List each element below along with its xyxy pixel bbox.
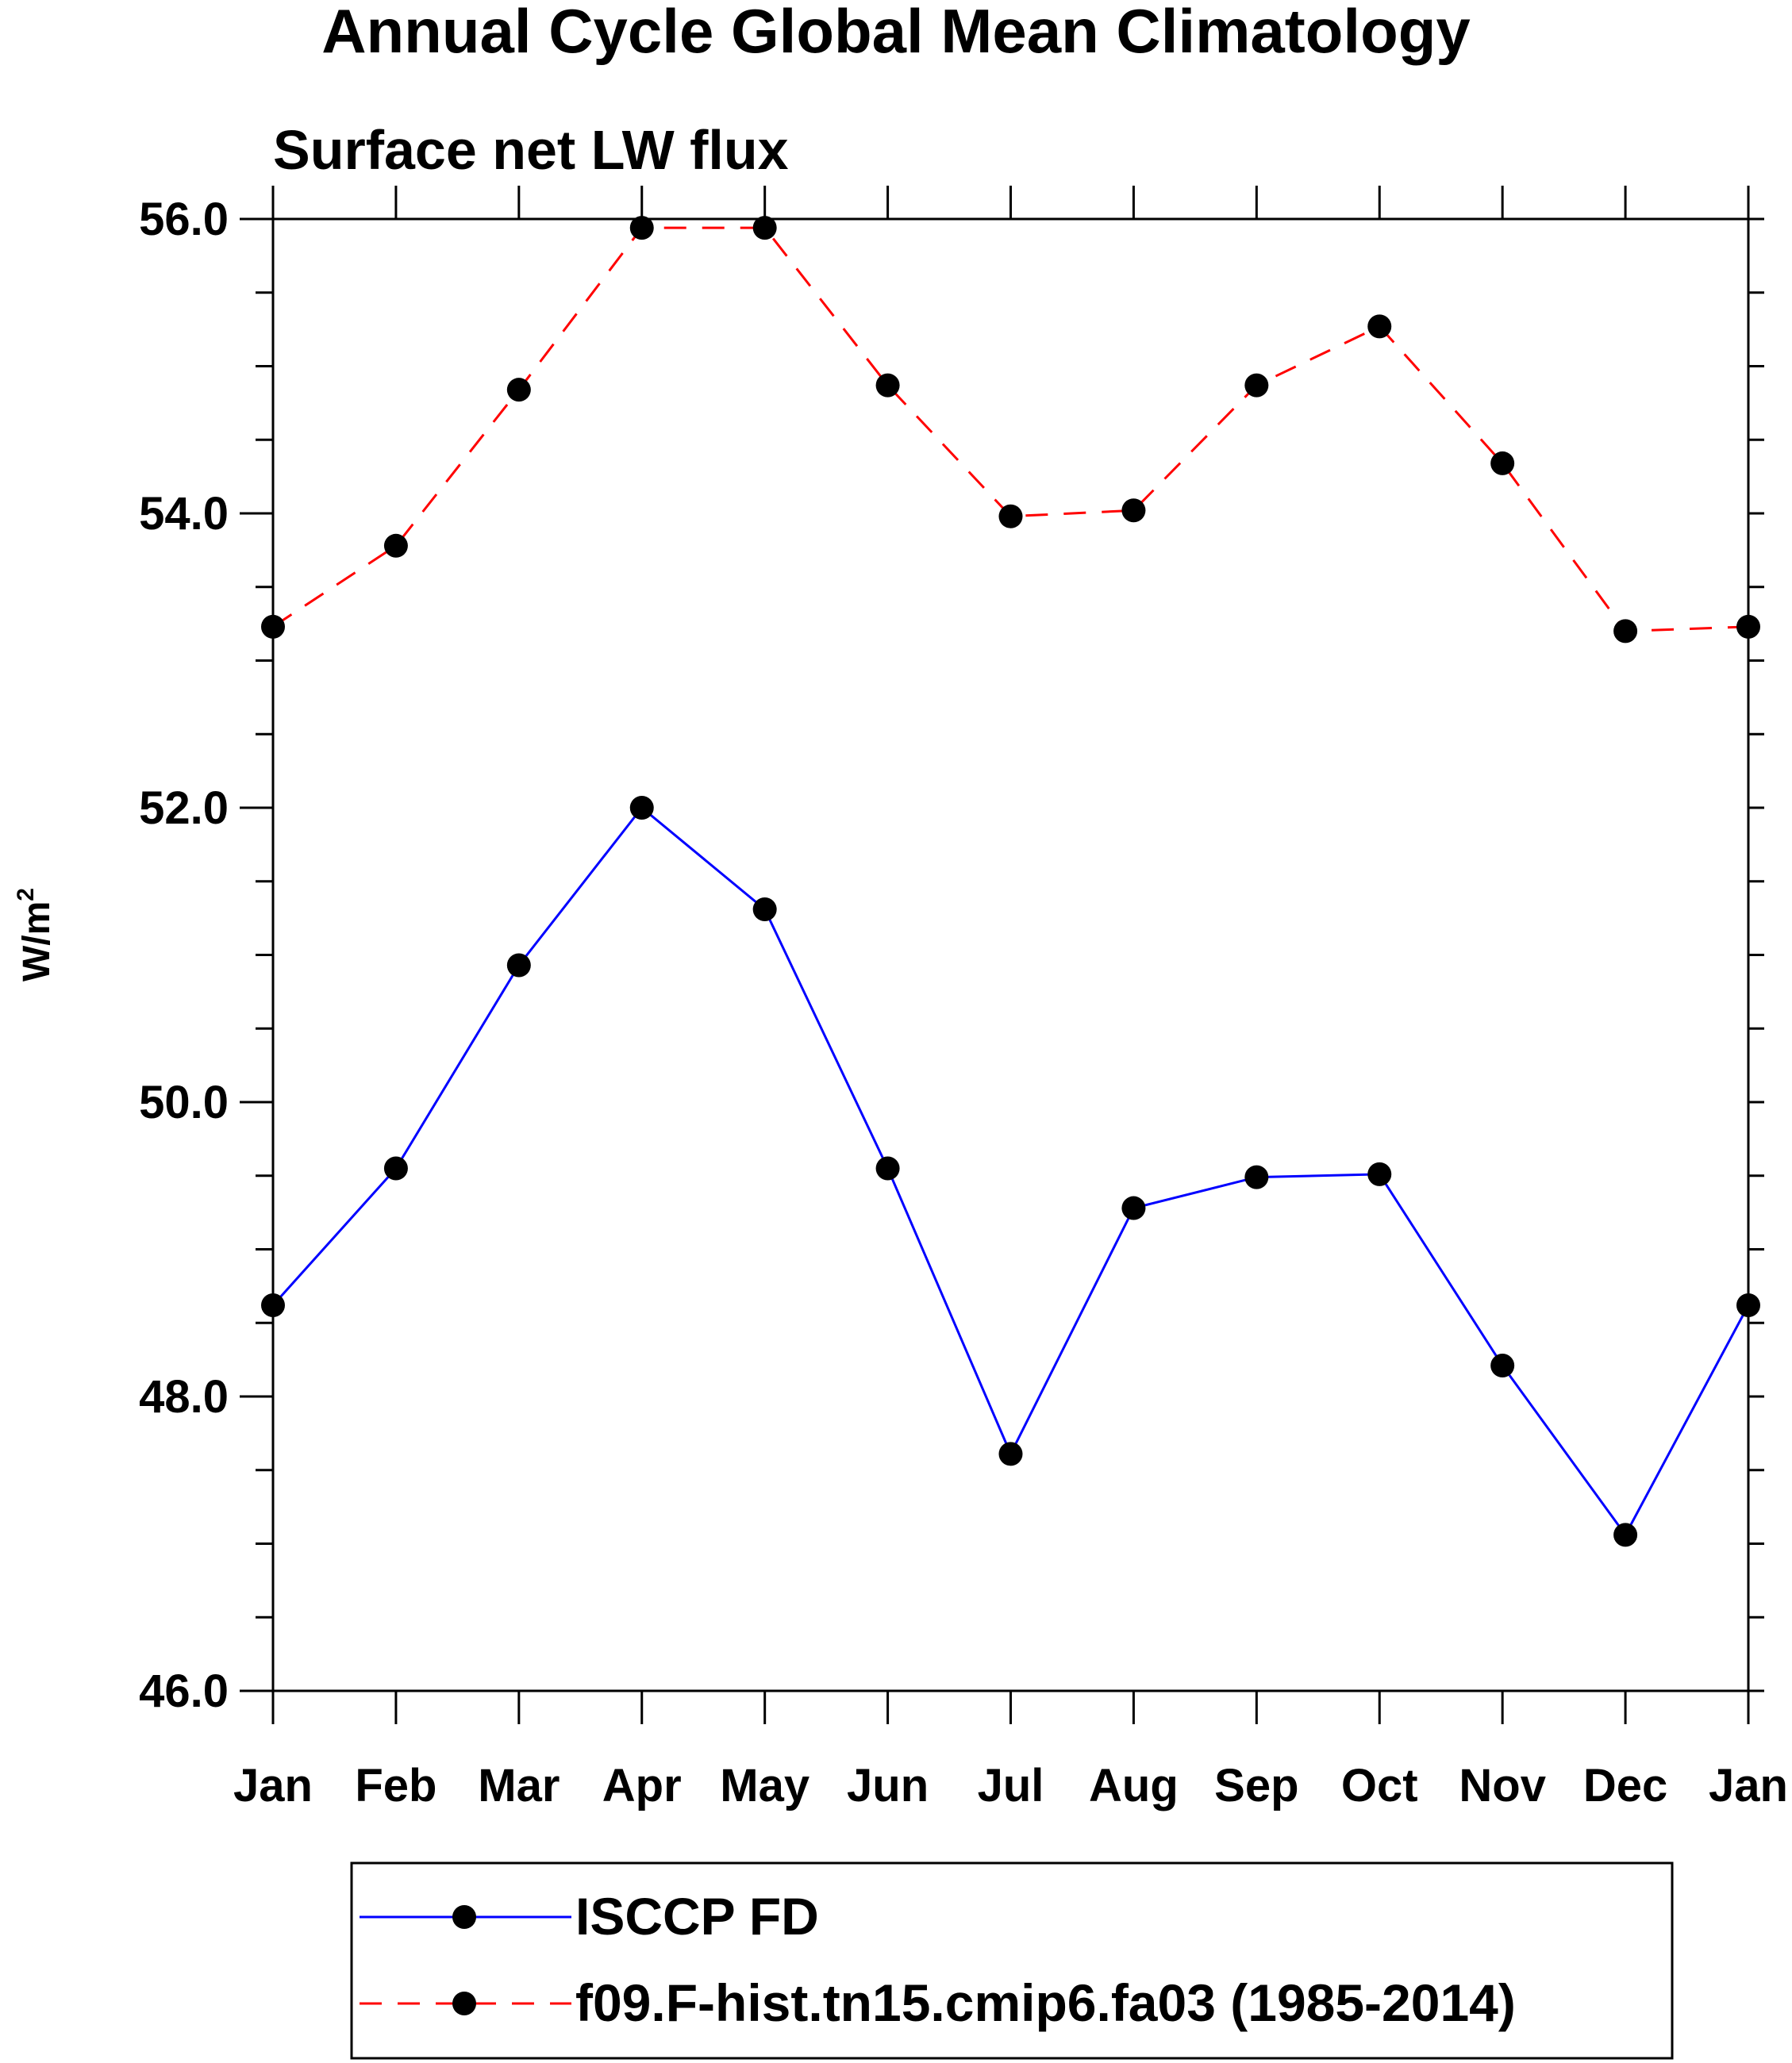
plot-frame xyxy=(271,217,1750,1692)
y-tick-label: 50.0 xyxy=(139,1077,229,1128)
data-point-1 xyxy=(1613,619,1638,643)
x-tick-label: Apr xyxy=(602,1760,682,1811)
data-point-0 xyxy=(1490,1354,1515,1378)
legend-label-model: f09.F-hist.tn15.cmip6.fa03 (1985-2014) xyxy=(575,1973,1516,2032)
data-point-0 xyxy=(998,1442,1023,1466)
y-tick-label: 46.0 xyxy=(139,1665,229,1717)
y-tick-label: 54.0 xyxy=(139,488,229,540)
data-point-1 xyxy=(1736,614,1760,639)
y-axis-label: W/m2 xyxy=(13,888,58,982)
data-point-1 xyxy=(1490,451,1515,475)
data-point-0 xyxy=(506,953,531,978)
legend-marker-model xyxy=(452,1992,476,2015)
data-point-0 xyxy=(1736,1293,1760,1317)
data-point-1 xyxy=(752,216,777,240)
legend-marker-isccp xyxy=(452,1905,476,1929)
series-line-1 xyxy=(272,226,1749,632)
data-point-0 xyxy=(1244,1165,1269,1189)
chart-subtitle: Surface net LW flux xyxy=(273,119,789,181)
y-axis-label-superscript: 2 xyxy=(13,888,39,901)
x-tick-label: Dec xyxy=(1583,1760,1667,1811)
data-point-1 xyxy=(1244,373,1269,398)
data-point-1 xyxy=(1121,498,1146,523)
x-tick-label: Jan xyxy=(1709,1760,1788,1811)
data-point-1 xyxy=(875,373,900,398)
legend-box xyxy=(350,1861,1674,2060)
x-tick-label: Oct xyxy=(1341,1760,1418,1811)
chart-title: Annual Cycle Global Mean Climatology xyxy=(321,0,1471,66)
y-tick-label: 48.0 xyxy=(139,1371,229,1423)
data-point-0 xyxy=(752,897,777,921)
data-point-0 xyxy=(629,796,654,820)
axes: 46.0 48.0 50.0 52.0 54.0 56.0 Jan Feb Mar Apr May J… xyxy=(139,186,1788,1811)
legend-entry-model: f09.F-hist.tn15.cmip6.fa03 (1985-2014) xyxy=(360,1973,1516,2032)
data-point-0 xyxy=(875,1156,900,1181)
x-tick-label: Sep xyxy=(1214,1760,1298,1811)
data-point-1 xyxy=(383,533,408,558)
legend-entry-isccp: ISCCP FD xyxy=(360,1887,819,1946)
data-point-0 xyxy=(1367,1162,1392,1186)
data-point-0 xyxy=(1613,1523,1638,1547)
data-point-1 xyxy=(998,504,1023,528)
data-point-1 xyxy=(261,614,285,639)
x-tick-label: Jan xyxy=(233,1760,313,1811)
series-layer xyxy=(261,216,1760,1547)
y-tick-label: 52.0 xyxy=(139,782,229,834)
y-tick-label: 56.0 xyxy=(139,194,229,245)
x-tick-label: Jun xyxy=(847,1760,929,1811)
x-tick-label: Feb xyxy=(355,1760,436,1811)
data-point-0 xyxy=(1121,1196,1146,1220)
data-point-1 xyxy=(629,216,654,240)
x-tick-label: Aug xyxy=(1089,1760,1179,1811)
series-line-0 xyxy=(271,805,1750,1538)
x-tick-label: Jul xyxy=(978,1760,1044,1811)
y-axis-label-main: W/m xyxy=(16,901,58,982)
x-tick-label: May xyxy=(720,1760,809,1811)
x-tick-label: Nov xyxy=(1459,1760,1546,1811)
data-point-0 xyxy=(383,1156,408,1181)
legend-label-isccp: ISCCP FD xyxy=(575,1887,819,1946)
data-point-1 xyxy=(1367,314,1392,339)
x-tick-label: Mar xyxy=(478,1760,560,1811)
data-point-1 xyxy=(506,378,531,402)
data-point-0 xyxy=(261,1293,285,1317)
